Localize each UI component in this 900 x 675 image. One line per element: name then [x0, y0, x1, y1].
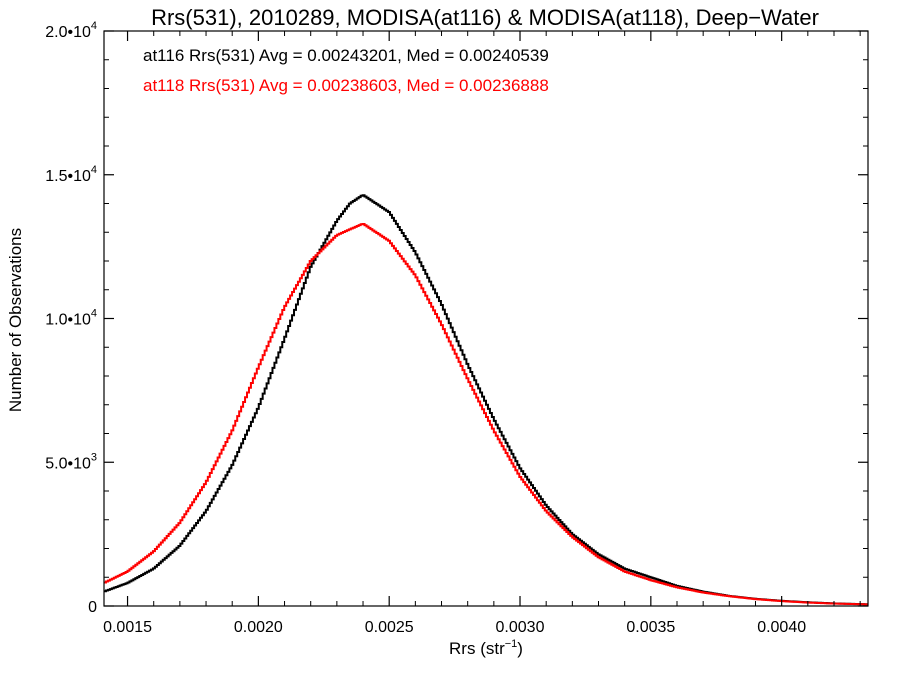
y-tick-label-4: 2.0•104 — [45, 20, 97, 41]
series-1-line — [104, 222, 868, 606]
series-0-line — [104, 194, 868, 606]
x-tick-label-2: 0.0025 — [365, 619, 414, 636]
y-tick-label-3: 1.5•104 — [45, 164, 97, 185]
x-tick-label-4: 0.0035 — [626, 619, 675, 636]
x-axis-label-sup: −1 — [505, 638, 518, 650]
x-axis-label-close: ) — [517, 639, 523, 658]
y-tick-label-2: 1.0•104 — [45, 308, 97, 329]
x-axis-label-main: Rrs (str — [449, 639, 505, 658]
x-tick-label-3: 0.0030 — [496, 619, 545, 636]
x-tick-label-0: 0.0015 — [103, 619, 152, 636]
annotation-at118: at118 Rrs(531) Avg = 0.00238603, Med = 0… — [143, 76, 549, 95]
x-tick-label-5: 0.0040 — [757, 619, 806, 636]
annotation-at116: at116 Rrs(531) Avg = 0.00243201, Med = 0… — [143, 46, 549, 65]
y-tick-label-0: 0 — [88, 599, 97, 616]
ticks-layer: 0.0015 0.0020 0.0025 0.0030 0.0035 0.0040 0 5.0… — [45, 20, 868, 636]
y-tick-label-1: 5.0•103 — [45, 451, 97, 472]
x-axis-label: Rrs (str−1) — [449, 638, 523, 658]
y-axis-label: Number of Observations — [6, 228, 25, 412]
x-tick-label-1: 0.0020 — [234, 619, 283, 636]
plot-frame — [103, 30, 869, 607]
series-layer — [104, 194, 868, 606]
chart-title: Rrs(531), 2010289, MODISA(at116) & MODIS… — [151, 5, 819, 30]
